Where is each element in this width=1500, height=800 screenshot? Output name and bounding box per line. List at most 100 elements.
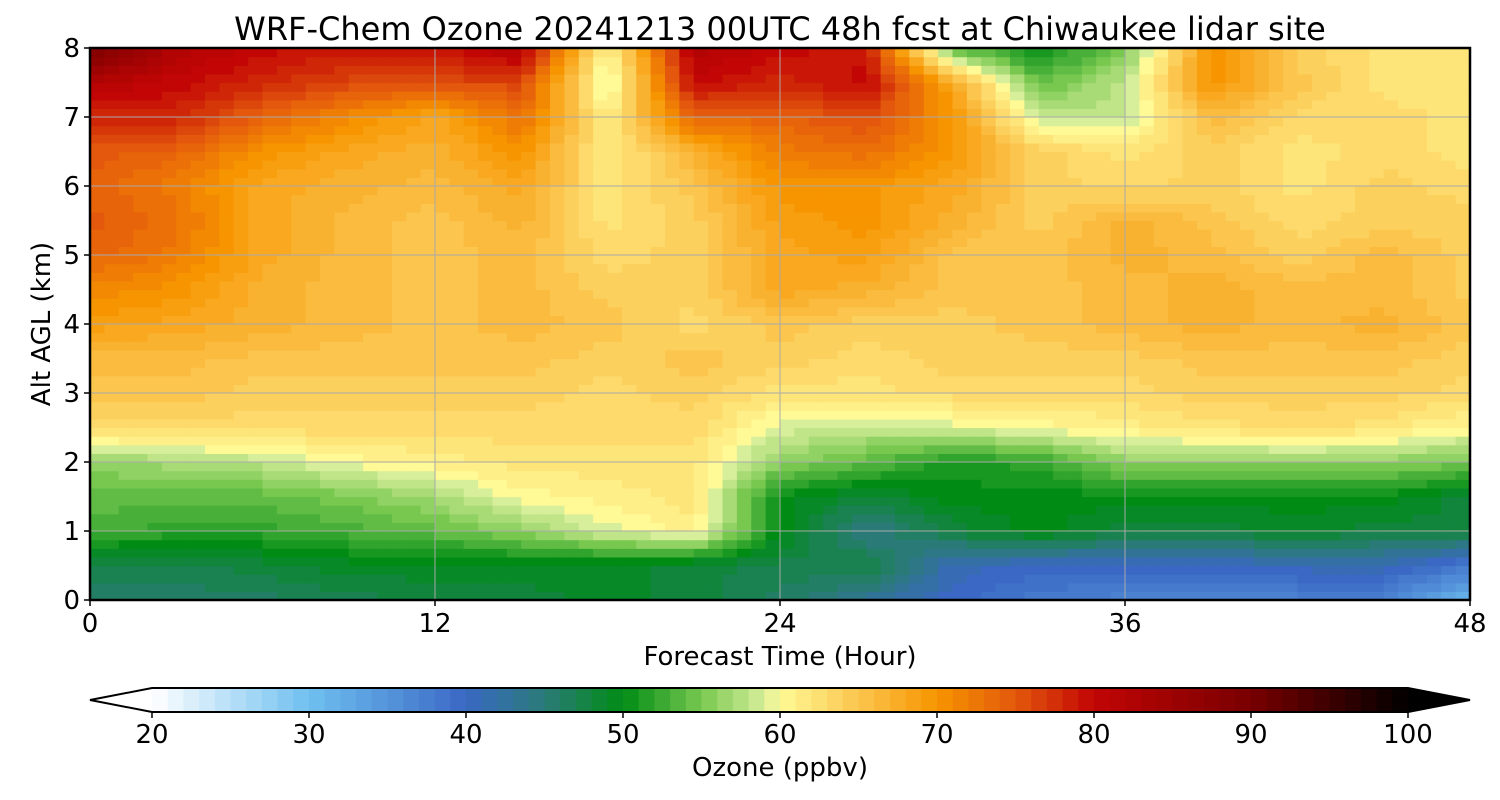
heatmap-cell <box>923 375 939 385</box>
heatmap-cell <box>334 367 350 377</box>
heatmap-cell <box>851 220 867 230</box>
heatmap-cell <box>550 315 565 325</box>
heatmap-cell <box>1326 496 1342 506</box>
heatmap-cell <box>90 410 105 420</box>
heatmap-cell <box>593 203 609 213</box>
heatmap-cell <box>1340 513 1356 523</box>
heatmap-cell <box>578 168 594 178</box>
heatmap-cell <box>1369 341 1385 351</box>
heatmap-cell <box>866 289 882 299</box>
heatmap-cell <box>1067 427 1083 437</box>
heatmap-cell <box>966 220 982 230</box>
heatmap-cell <box>751 151 767 161</box>
heatmap-cell <box>550 324 565 334</box>
heatmap-cell <box>693 349 709 360</box>
heatmap-cell <box>751 384 767 394</box>
heatmap-cell <box>1326 453 1342 463</box>
heatmap-cell <box>952 272 968 282</box>
heatmap-cell <box>564 272 580 282</box>
heatmap-cell <box>923 306 939 316</box>
heatmap-cell <box>578 194 594 204</box>
heatmap-cell <box>593 539 609 549</box>
heatmap-cell <box>708 496 724 506</box>
heatmap-cell <box>837 479 853 489</box>
heatmap-cell <box>1139 341 1155 351</box>
heatmap-cell <box>880 531 896 541</box>
heatmap-cell <box>90 505 105 515</box>
heatmap-cell <box>1067 539 1083 549</box>
heatmap-cell <box>291 186 307 196</box>
heatmap-cell <box>262 263 278 273</box>
heatmap-cell <box>708 211 724 222</box>
heatmap-cell <box>636 462 652 472</box>
heatmap-cell <box>118 393 134 403</box>
heatmap-cell <box>363 487 379 498</box>
heatmap-cell <box>1038 505 1054 515</box>
heatmap-cell <box>535 444 551 454</box>
heatmap-cell <box>348 401 364 411</box>
heatmap-cell <box>276 375 292 385</box>
heatmap-cell <box>478 177 494 187</box>
heatmap-cell <box>133 539 149 549</box>
heatmap-cell <box>133 496 149 506</box>
heatmap-cell <box>506 418 522 429</box>
heatmap-cell <box>435 531 450 541</box>
heatmap-cell <box>966 384 982 394</box>
heatmap-cell <box>1225 211 1241 222</box>
heatmap-cell <box>966 306 982 316</box>
heatmap-cell <box>866 513 882 523</box>
heatmap-cell <box>1110 186 1126 196</box>
heatmap-cell <box>895 186 910 196</box>
heatmap-cell <box>1398 280 1414 291</box>
heatmap-cell <box>751 574 767 584</box>
heatmap-cell <box>564 280 580 291</box>
heatmap-cell <box>391 410 407 420</box>
heatmap-cell <box>205 272 220 282</box>
heatmap-cell <box>751 427 767 437</box>
heatmap-cell <box>190 315 206 325</box>
heatmap-cell <box>751 531 767 541</box>
heatmap-cell <box>909 444 925 454</box>
heatmap-cell <box>1081 470 1097 480</box>
heatmap-cell <box>377 582 393 592</box>
heatmap-cell <box>377 470 393 480</box>
heatmap-cell <box>1355 462 1370 472</box>
heatmap-cell <box>1340 556 1356 567</box>
heatmap-cell <box>90 332 105 342</box>
heatmap-cell <box>334 324 350 334</box>
heatmap-cell <box>1211 168 1227 178</box>
heatmap-cell <box>219 211 235 222</box>
heatmap-cell <box>1010 341 1025 351</box>
heatmap-cell <box>435 470 450 480</box>
heatmap-cell <box>1010 332 1025 342</box>
heatmap-cell <box>262 229 278 239</box>
heatmap-cell <box>1340 280 1356 291</box>
heatmap-cell <box>334 220 350 230</box>
heatmap-cell <box>406 436 422 446</box>
heatmap-cell <box>1081 168 1097 178</box>
heatmap-cell <box>420 255 436 265</box>
heatmap-cell <box>1182 548 1198 558</box>
heatmap-cell <box>966 531 982 541</box>
heatmap-cell <box>262 306 278 316</box>
heatmap-cell <box>506 349 522 360</box>
heatmap-cell <box>550 211 565 222</box>
heatmap-cell <box>391 315 407 325</box>
heatmap-cell <box>1211 453 1227 463</box>
heatmap-cell <box>1383 220 1399 230</box>
heatmap-cell <box>995 479 1011 489</box>
heatmap-cell <box>1426 332 1442 342</box>
heatmap-cell <box>420 324 436 334</box>
heatmap-cell <box>435 367 450 377</box>
heatmap-cell <box>1326 203 1342 213</box>
heatmap-cell <box>981 436 997 446</box>
heatmap-cell <box>521 315 537 325</box>
heatmap-cell <box>420 487 436 498</box>
heatmap-cell <box>880 341 896 351</box>
heatmap-cell <box>377 393 393 403</box>
heatmap-cell <box>923 229 939 239</box>
heatmap-cell <box>219 505 235 515</box>
heatmap-cell <box>679 565 695 575</box>
heatmap-cell <box>1081 289 1097 299</box>
heatmap-cell <box>1297 427 1313 437</box>
